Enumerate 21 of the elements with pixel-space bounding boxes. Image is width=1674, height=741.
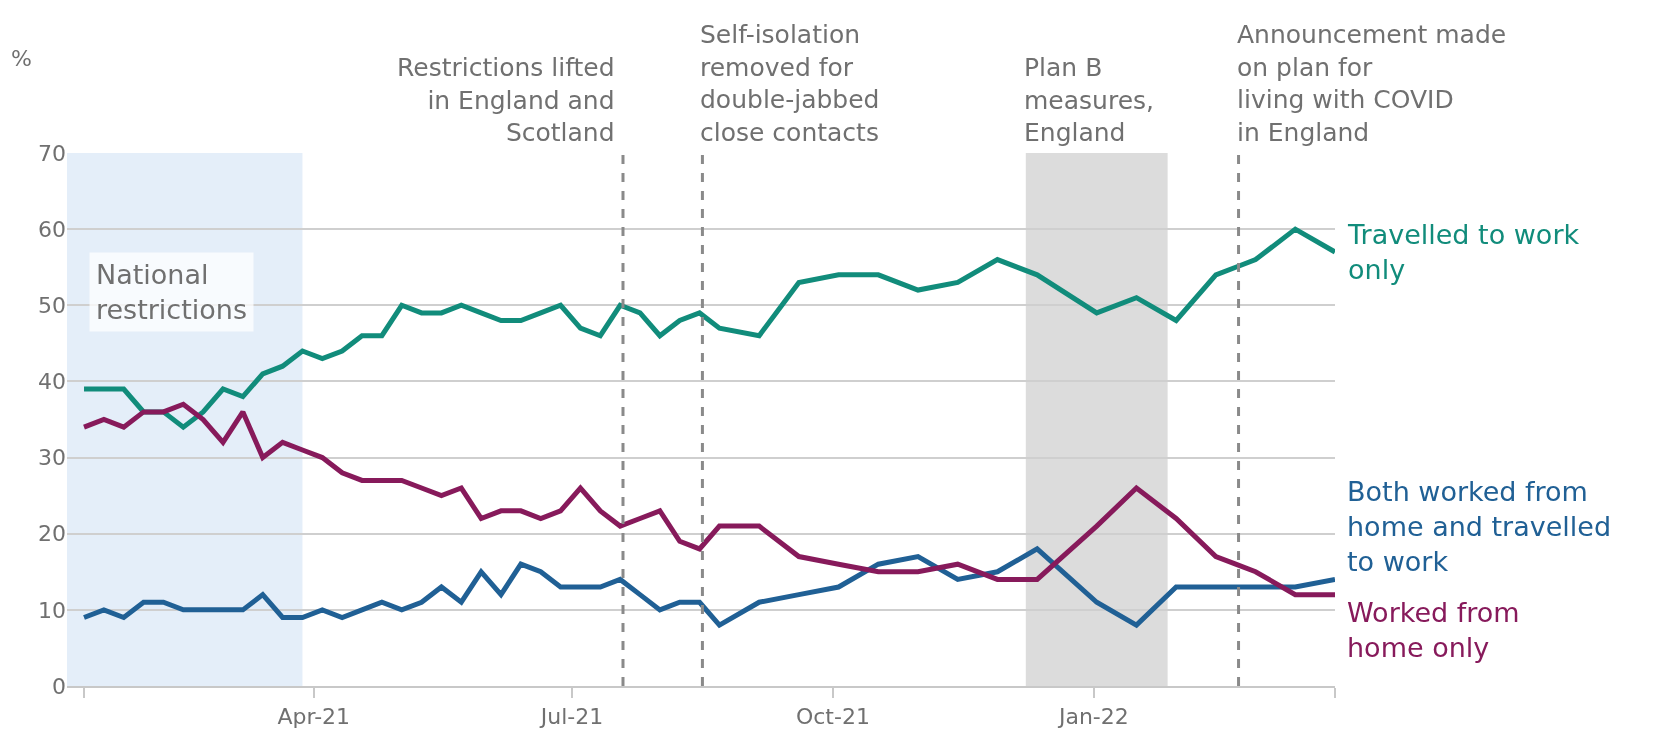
ref-line-label: Restrictions lifted in England and Scotland xyxy=(397,53,615,147)
y-axis-title: % xyxy=(11,46,32,71)
y-tick-label: 40 xyxy=(38,369,66,395)
ref-line-label: Self-isolation removed for double-jabbed close contacts xyxy=(700,20,880,147)
series-label: Travelled to work only xyxy=(1347,219,1580,286)
y-tick-label: 60 xyxy=(38,216,66,242)
y-tick-label: 20 xyxy=(38,521,66,547)
y-tick-label: 30 xyxy=(38,445,66,471)
series-label: Worked from home only xyxy=(1347,597,1520,664)
y-tick-label: 50 xyxy=(38,292,66,318)
band-label: National restrictions xyxy=(96,259,248,326)
y-tick-label: 70 xyxy=(38,140,66,166)
x-tick-label: Jul-21 xyxy=(538,704,604,730)
y-tick-label: 10 xyxy=(38,597,66,623)
x-tick-label: Apr-21 xyxy=(277,704,351,730)
x-tick-label: Jan-22 xyxy=(1056,704,1129,730)
y-tick-label: 0 xyxy=(52,673,66,699)
band-label: Plan B measures, England xyxy=(1024,53,1155,147)
series-label: Both worked from home and travelled to work xyxy=(1347,476,1612,578)
x-tick-label: Oct-21 xyxy=(795,704,870,730)
ref-line-label: Announcement made on plan for living with COVID in England xyxy=(1237,20,1507,147)
